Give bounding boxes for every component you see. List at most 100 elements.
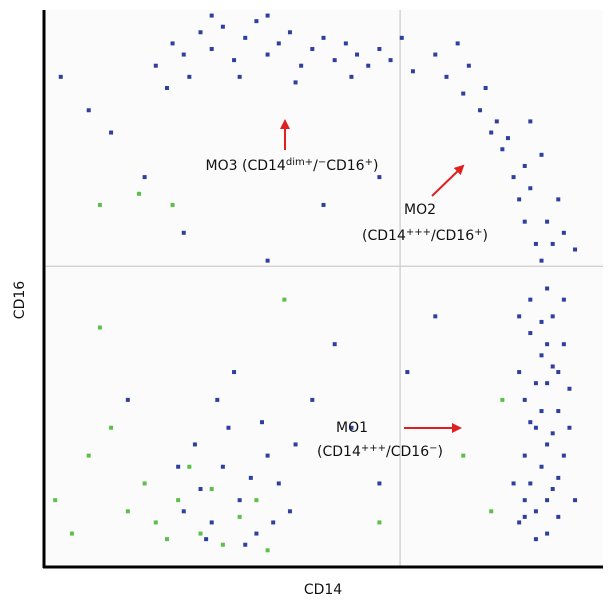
data-point [539, 353, 544, 358]
data-point [109, 425, 114, 430]
data-point [164, 85, 169, 90]
data-point [478, 108, 483, 113]
data-point [192, 442, 197, 447]
data-point [550, 314, 555, 319]
data-point [248, 475, 253, 480]
data-point [310, 46, 315, 51]
data-point [293, 80, 298, 85]
data-point [550, 487, 555, 492]
data-point [310, 397, 315, 402]
data-point [556, 475, 561, 480]
annotation-part: MO3 (CD14 [206, 158, 286, 174]
data-point [550, 241, 555, 246]
data-point [170, 41, 175, 46]
data-point [494, 119, 499, 124]
data-point [539, 409, 544, 414]
data-point [243, 35, 248, 40]
data-point [556, 197, 561, 202]
data-point [556, 370, 561, 375]
data-point [187, 74, 192, 79]
data-point [287, 30, 292, 35]
data-point [517, 370, 522, 375]
data-point [545, 531, 550, 536]
annotation-superscript: +++ [361, 443, 386, 454]
data-point [58, 74, 63, 79]
annotation-superscript: − [318, 157, 326, 168]
data-point [198, 531, 203, 536]
data-point [170, 202, 175, 207]
data-point [349, 74, 354, 79]
data-point [410, 69, 415, 74]
data-point [125, 509, 130, 514]
data-point [164, 537, 169, 542]
data-point [489, 130, 494, 135]
data-point [505, 136, 510, 141]
data-point [528, 420, 533, 425]
annotation-part: ) [438, 444, 443, 460]
data-point [220, 24, 225, 29]
data-point [545, 498, 550, 503]
data-point [181, 52, 186, 57]
data-point [349, 425, 354, 430]
data-point [260, 420, 265, 425]
data-point [561, 230, 566, 235]
annotation-part: CD16 [326, 158, 364, 174]
data-point [282, 297, 287, 302]
annotation-part: (CD14 [362, 228, 406, 244]
annotation-text: MO3 (CD14dim+/−CD16+) [206, 157, 379, 175]
data-point [500, 397, 505, 402]
data-point [522, 514, 527, 519]
data-point [232, 58, 237, 63]
data-point [539, 258, 544, 263]
data-point [125, 397, 130, 402]
data-point [461, 91, 466, 96]
data-point [433, 52, 438, 57]
data-point [545, 286, 550, 291]
data-point [232, 370, 237, 375]
data-point [220, 542, 225, 547]
data-point [561, 453, 566, 458]
annotation-text: (CD14+++/CD16+) [362, 227, 488, 245]
data-point [539, 319, 544, 324]
data-point [198, 30, 203, 35]
data-point [343, 41, 348, 46]
data-point [567, 425, 572, 430]
data-point [522, 498, 527, 503]
data-point [176, 498, 181, 503]
data-point [209, 520, 214, 525]
data-point [321, 202, 326, 207]
data-point [500, 147, 505, 152]
annotation-superscript: + [365, 157, 373, 168]
data-point [388, 58, 393, 63]
annotation-part: / [313, 158, 318, 174]
data-point [550, 364, 555, 369]
data-point [181, 230, 186, 235]
data-point [522, 219, 527, 224]
data-point [355, 52, 360, 57]
data-point [533, 425, 538, 430]
annotation-text: MO2 [404, 202, 436, 218]
data-point [265, 13, 270, 18]
data-point [545, 219, 550, 224]
data-point [226, 425, 231, 430]
data-point [254, 19, 259, 24]
data-point [461, 453, 466, 458]
data-point [187, 464, 192, 469]
data-point [517, 520, 522, 525]
data-point [265, 258, 270, 263]
data-point [377, 481, 382, 486]
data-point [533, 509, 538, 514]
annotation-part: /CD16 [386, 444, 429, 460]
data-point [545, 381, 550, 386]
annotation-arrow [431, 164, 465, 197]
data-point [109, 130, 114, 135]
data-point [556, 514, 561, 519]
annotation-part: ) [373, 158, 378, 174]
annotation-superscript: + [474, 227, 482, 238]
data-point [153, 520, 158, 525]
data-point [377, 520, 382, 525]
annotation-part: /CD16 [431, 228, 474, 244]
data-point [97, 202, 102, 207]
data-point [69, 531, 74, 536]
data-point [97, 325, 102, 330]
